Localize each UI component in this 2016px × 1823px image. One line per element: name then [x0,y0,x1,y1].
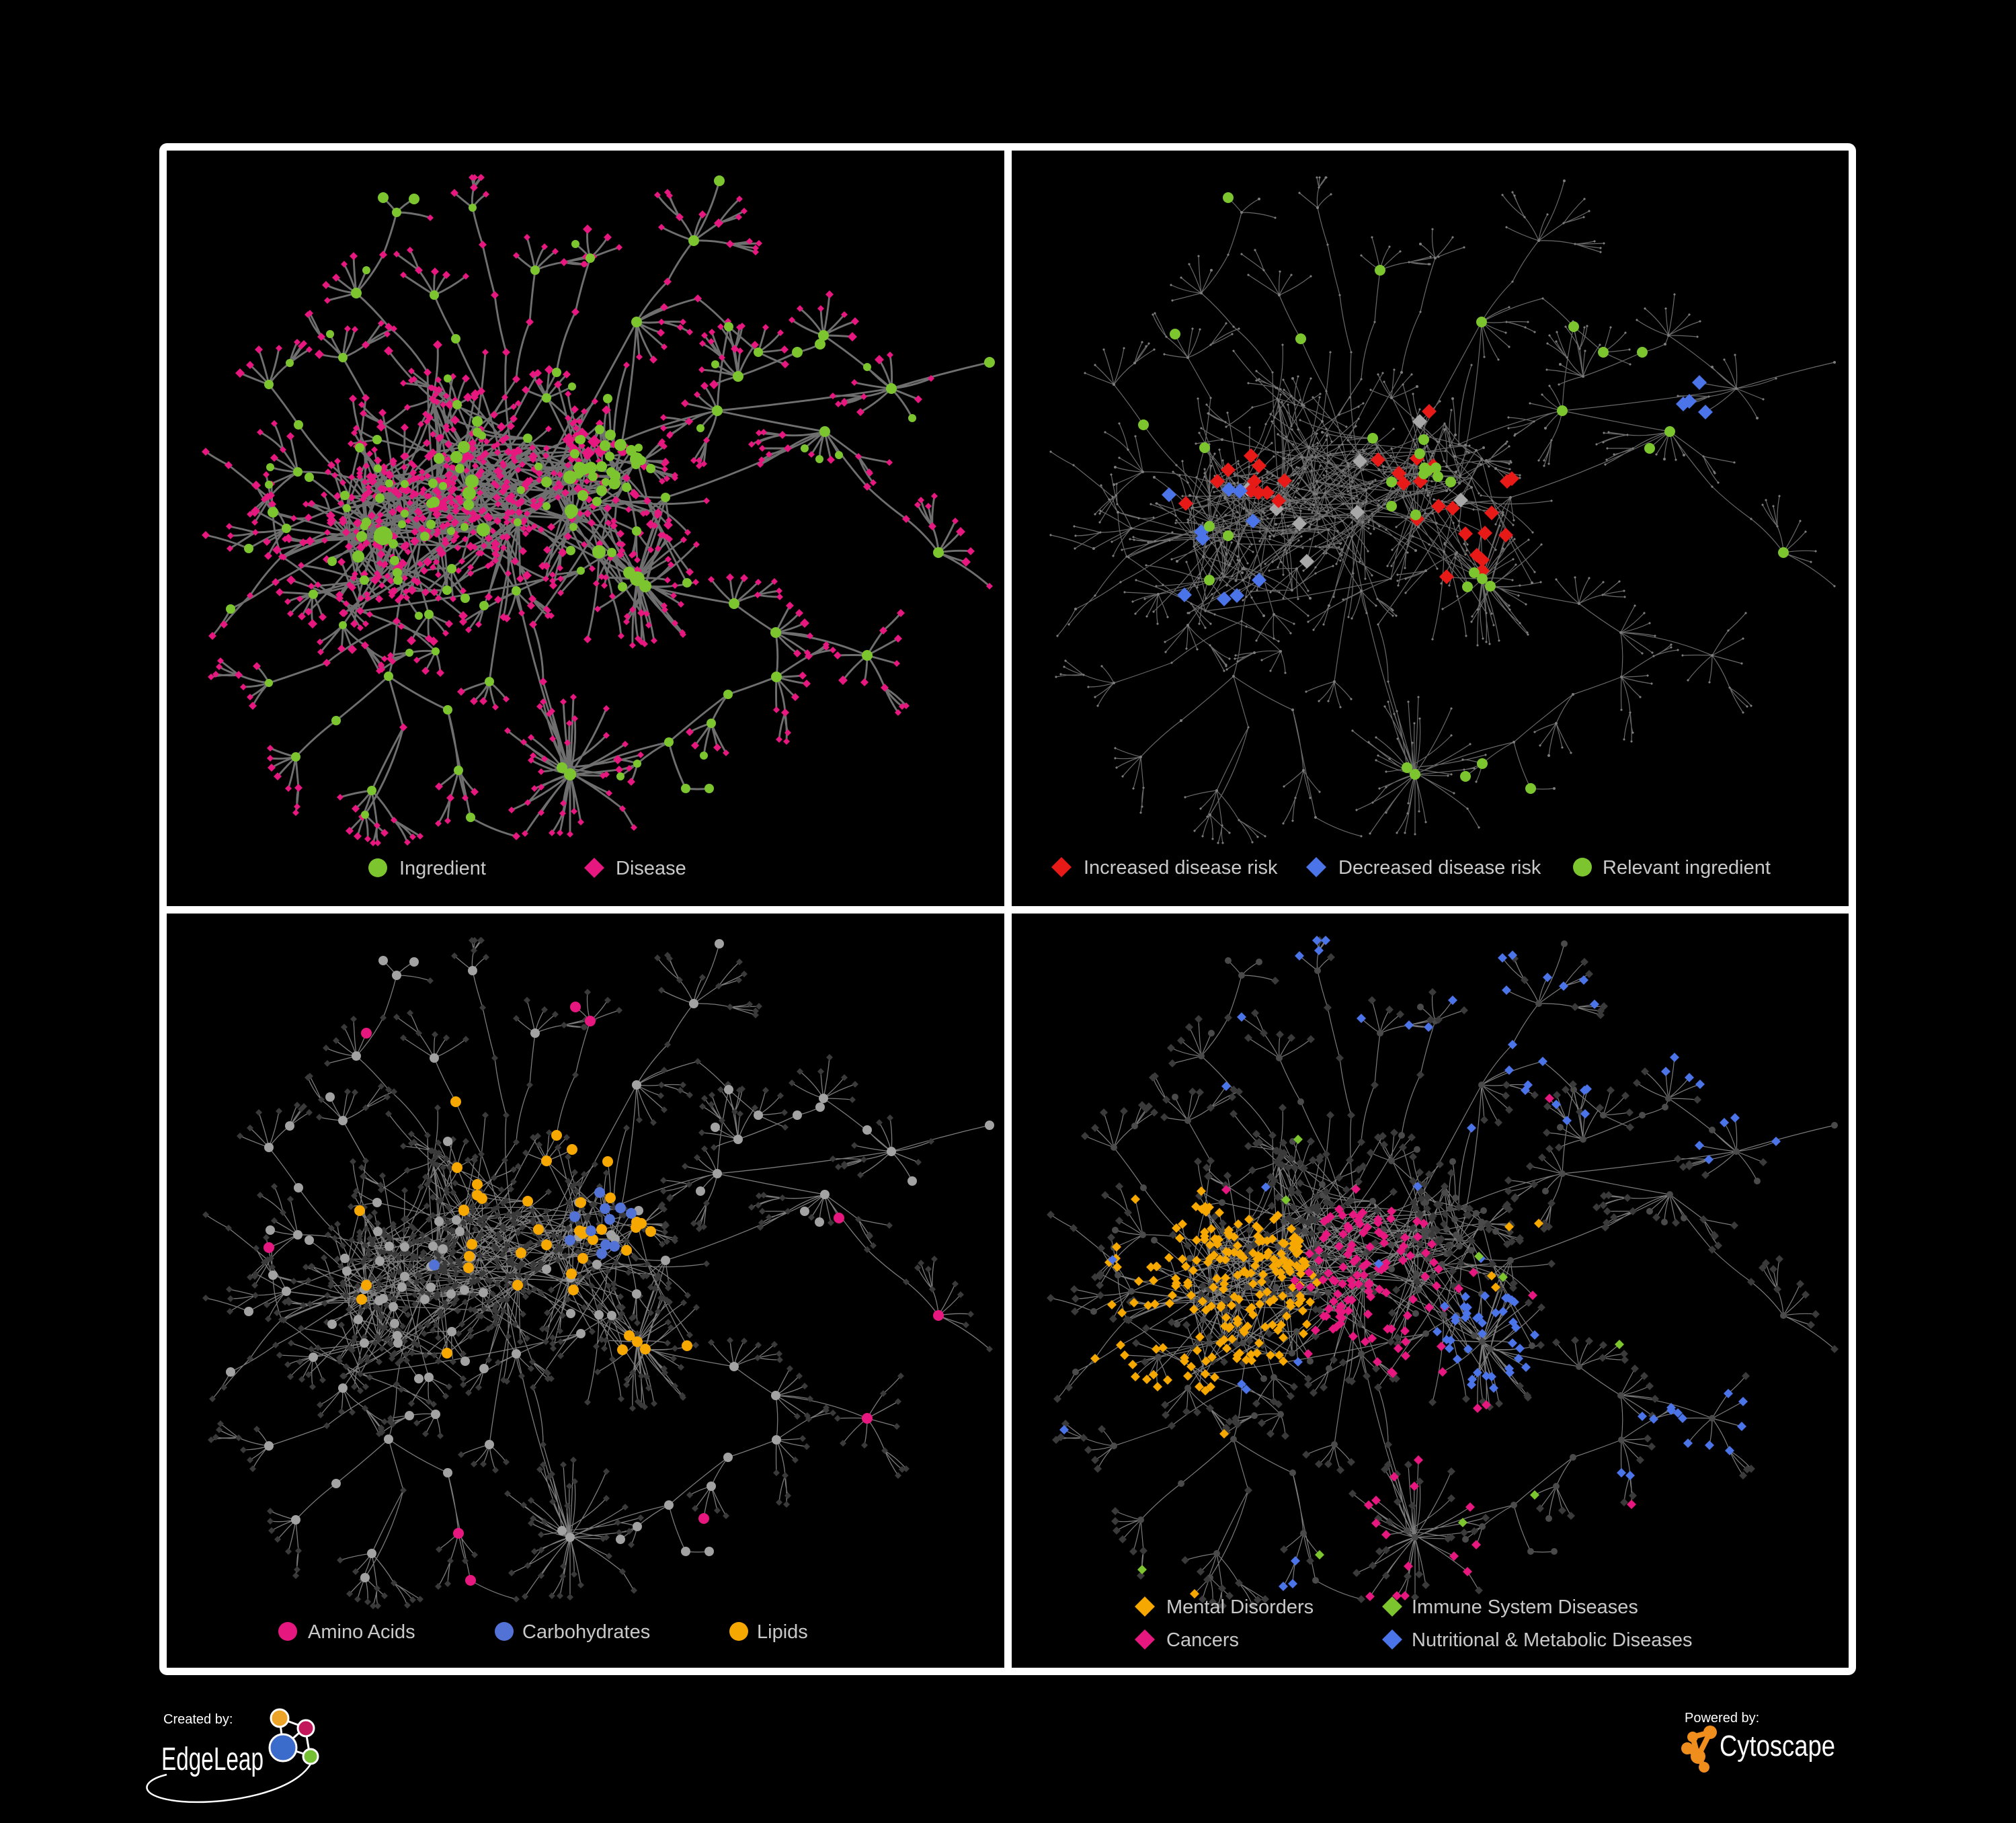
svg-text:Cancers: Cancers [1166,1629,1239,1651]
svg-text:Created by:: Created by: [163,1712,233,1727]
svg-text:Ingredient: Ingredient [399,858,486,879]
svg-text:Increased disease risk: Increased disease risk [1084,857,1278,879]
svg-text:Carbohydrates: Carbohydrates [522,1621,650,1643]
svg-text:Amino Acids: Amino Acids [308,1621,415,1643]
svg-text:Cytoscape: Cytoscape [1720,1730,1835,1763]
svg-text:Mental Disorders: Mental Disorders [1166,1596,1314,1618]
svg-text:Disease: Disease [616,858,686,879]
svg-text:EdgeLeap: EdgeLeap [161,1742,264,1777]
svg-text:Decreased disease risk: Decreased disease risk [1338,857,1541,879]
svg-text:Immune System Diseases: Immune System Diseases [1412,1596,1638,1618]
svg-text:Powered by:: Powered by: [1685,1711,1759,1726]
svg-text:Nutritional & Metabolic Diseas: Nutritional & Metabolic Diseases [1412,1629,1692,1651]
svg-text:Lipids: Lipids [757,1621,808,1643]
svg-text:Relevant ingredient: Relevant ingredient [1603,857,1771,879]
